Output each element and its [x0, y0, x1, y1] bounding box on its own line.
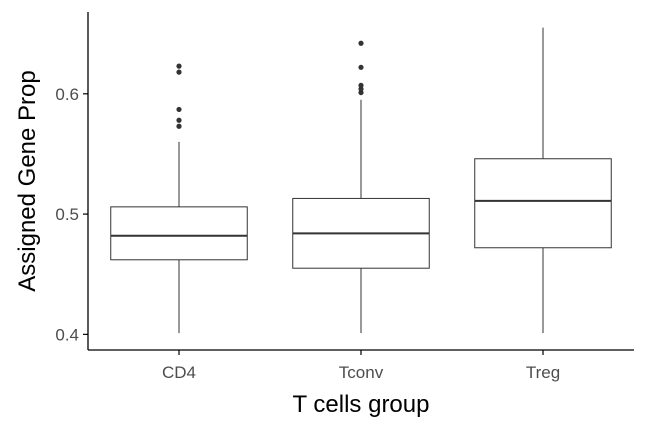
y-axis-ticks: 0.4 0.5 0.6: [55, 85, 88, 344]
x-tick-label: Tconv: [339, 363, 384, 382]
x-tick-label: CD4: [162, 363, 196, 382]
box-group-tconv: [292, 40, 430, 334]
x-axis-ticks: CD4 Tconv Treg: [162, 350, 560, 382]
outlier-point: [358, 82, 364, 88]
box-iqr: [474, 158, 612, 249]
box-iqr: [110, 206, 248, 261]
outlier-point: [176, 63, 182, 69]
outlier-point: [176, 106, 182, 113]
y-axis-title: Assigned Gene Prop: [14, 70, 41, 291]
y-tick-label: 0.6: [55, 85, 79, 104]
y-tick-label: 0.5: [55, 205, 79, 224]
outlier-point: [176, 117, 182, 123]
y-tick-label: 0.4: [55, 325, 79, 344]
box-group-treg: [474, 27, 612, 334]
outlier-point: [358, 86, 364, 92]
outlier-point: [358, 89, 364, 96]
chart-marks: [110, 27, 612, 334]
x-axis-title: T cells group: [293, 391, 430, 418]
outlier-point: [176, 123, 182, 129]
outlier-point: [358, 40, 364, 46]
x-tick-label: Treg: [526, 363, 560, 382]
box-group-cd4: [110, 63, 248, 334]
outlier-point: [176, 69, 182, 75]
outlier-point: [358, 64, 364, 70]
